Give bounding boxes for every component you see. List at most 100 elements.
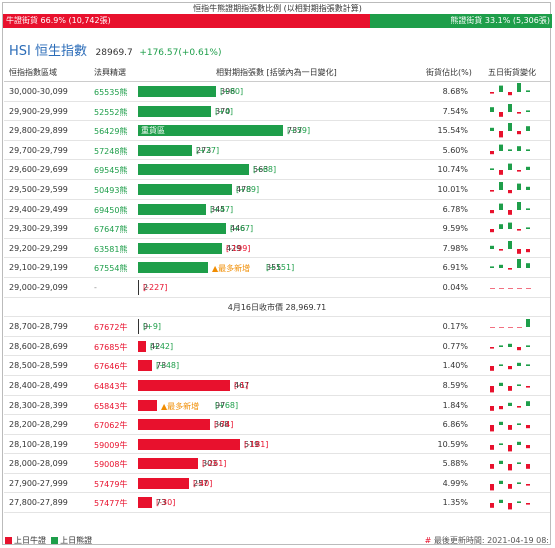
row-warrant-code[interactable]: 59009牛 [94, 440, 128, 450]
row-share-pct: 9.59% [442, 224, 468, 234]
sparkline-bar [526, 126, 530, 132]
sparkline-bar [526, 464, 530, 470]
contracts-change: [+47] [210, 204, 234, 214]
contracts-count: 73 [156, 498, 167, 508]
row-share-pct: 5.88% [442, 459, 468, 469]
header-bar: 相對期指張數 [括號內為一日變化] [216, 68, 337, 77]
sparkline-bar [526, 167, 530, 171]
bull-bear-ratio-bar: 牛證街貨 66.9% (10,742張) 熊證街貨 33.1% (5,306張) [3, 14, 552, 28]
row-warrant-code[interactable]: 67685牛 [94, 342, 128, 352]
contracts-change: [+59] [287, 126, 311, 136]
row-warrant-code[interactable]: 57477牛 [94, 499, 128, 509]
row-range: 29,000-29,099 [9, 282, 68, 292]
table-row: 28,200-28,299 67062牛 368 [-74] 6.86% [4, 415, 550, 435]
sparkline-bar [508, 425, 512, 430]
index-header: HSI 恒生指數 28969.7 +176.57(+0.61%) [9, 40, 222, 59]
contracts-count: 519 [244, 439, 260, 449]
row-share-pct: 6.86% [442, 420, 468, 430]
row-warrant-code[interactable]: 69450熊 [94, 205, 128, 215]
row-warrant-code[interactable]: 67647熊 [94, 225, 128, 235]
row-warrant-code[interactable]: 50493熊 [94, 185, 128, 195]
sparkline-bar [499, 287, 504, 289]
row-warrant-code[interactable]: 69545熊 [94, 166, 128, 176]
sparkline-bar [490, 229, 494, 233]
sparkline-bar [517, 384, 521, 386]
row-range: 29,100-29,199 [9, 263, 68, 273]
five-day-sparkline [490, 343, 530, 350]
sparkline-bar [490, 168, 494, 171]
row-warrant-code[interactable]: 63581熊 [94, 244, 128, 254]
sparkline-bar [508, 268, 512, 270]
sparkline-bar [499, 461, 503, 465]
five-day-sparkline [490, 144, 530, 154]
five-day-sparkline [490, 400, 530, 411]
contracts-change: [+48] [156, 361, 180, 371]
sparkline-bar [499, 131, 503, 138]
sparkline-bar [499, 181, 503, 190]
sparkline-bar [499, 443, 503, 445]
table-row: 28,500-28,599 67646牛 73 [+48] 1.40% [4, 356, 550, 376]
five-day-sparkline [490, 382, 530, 393]
sparkline-bar [490, 92, 494, 94]
row-warrant-code[interactable]: 67554熊 [94, 264, 128, 274]
table-row: 29,200-29,299 63581熊 429 [-199] 7.98% [4, 239, 550, 259]
contracts-bar [138, 242, 222, 254]
sparkline-bar [526, 319, 530, 328]
row-range: 28,300-28,399 [9, 400, 68, 410]
sparkline-bar [490, 366, 494, 372]
table-row: 29,800-29,899 56429熊 重貨區 737 [+59] 15.54% [4, 121, 550, 141]
contracts-change: [-181] [244, 439, 269, 449]
table-row: 29,400-29,499 69450熊 345 [+47] 6.78% [4, 200, 550, 220]
sparkline-bar [490, 266, 494, 269]
row-warrant-code[interactable]: 67672牛 [94, 323, 128, 333]
row-range: 29,900-29,999 [9, 106, 68, 116]
sparkline-bar [508, 189, 512, 194]
sparkline-bar [517, 423, 521, 426]
sparkline-bar [508, 402, 512, 406]
contracts-change: [+67] [230, 224, 254, 234]
sparkline-bar [499, 265, 503, 269]
contracts-count: 345 [210, 204, 226, 214]
sparkline-bar [499, 345, 503, 347]
table-body: 30,000-30,099 65535熊 396 [+80] 8.68% 29,900-… [4, 82, 550, 514]
contracts-change: [-227] [143, 282, 168, 292]
contracts-change: [+27] [196, 145, 220, 155]
contracts-count: 303 [202, 459, 218, 469]
contracts-change: [+4] [215, 106, 234, 116]
sparkline-bar [517, 131, 521, 135]
row-warrant-code[interactable]: 52552熊 [94, 107, 128, 117]
sparkline-bar [526, 186, 530, 190]
sparkline-bar [517, 145, 521, 151]
sparkline-bar [526, 227, 530, 230]
row-range: 29,700-29,799 [9, 145, 68, 155]
sparkline-bar [499, 480, 503, 484]
row-warrant-code[interactable]: 56429熊 [94, 127, 128, 137]
row-warrant-code[interactable]: 57479牛 [94, 479, 128, 489]
table-row: 29,700-29,799 57248熊 273 [+27] 5.60% [4, 141, 550, 161]
five-day-sparkline [490, 461, 530, 471]
contracts-bar [138, 223, 226, 235]
table-row: 28,300-28,399 65843牛 ▲最多新增 97 [+68] 1.84% [4, 396, 550, 416]
row-warrant-code[interactable]: 65843牛 [94, 401, 128, 411]
contracts-count: 368 [214, 420, 230, 430]
row-warrant-code[interactable]: 64843牛 [94, 381, 128, 391]
sparkline-bar [490, 327, 495, 328]
bull-ratio-segment: 牛證街貨 66.9% (10,742張) [3, 14, 371, 28]
sparkline-bar [490, 189, 494, 192]
sparkline-bar [526, 263, 530, 269]
sparkline-bar [490, 150, 494, 154]
row-warrant-code[interactable]: 65535熊 [94, 88, 128, 97]
row-range: 29,600-29,699 [9, 165, 68, 175]
contracts-change: [+89] [236, 184, 260, 194]
row-warrant-code[interactable]: 67062牛 [94, 421, 128, 431]
index-change: +176.57(+0.61%) [139, 48, 222, 58]
five-day-sparkline [490, 319, 530, 328]
sparkline-bar [490, 444, 494, 450]
row-warrant-code[interactable]: 67646牛 [94, 362, 128, 372]
row-warrant-code[interactable]: 59008牛 [94, 460, 128, 470]
contracts-count: 2 [143, 282, 149, 292]
row-share-pct: 7.98% [442, 243, 468, 253]
row-warrant-code[interactable]: 57248熊 [94, 146, 128, 156]
contracts-count: 370 [215, 106, 231, 116]
contracts-change: [-199] [226, 243, 251, 253]
